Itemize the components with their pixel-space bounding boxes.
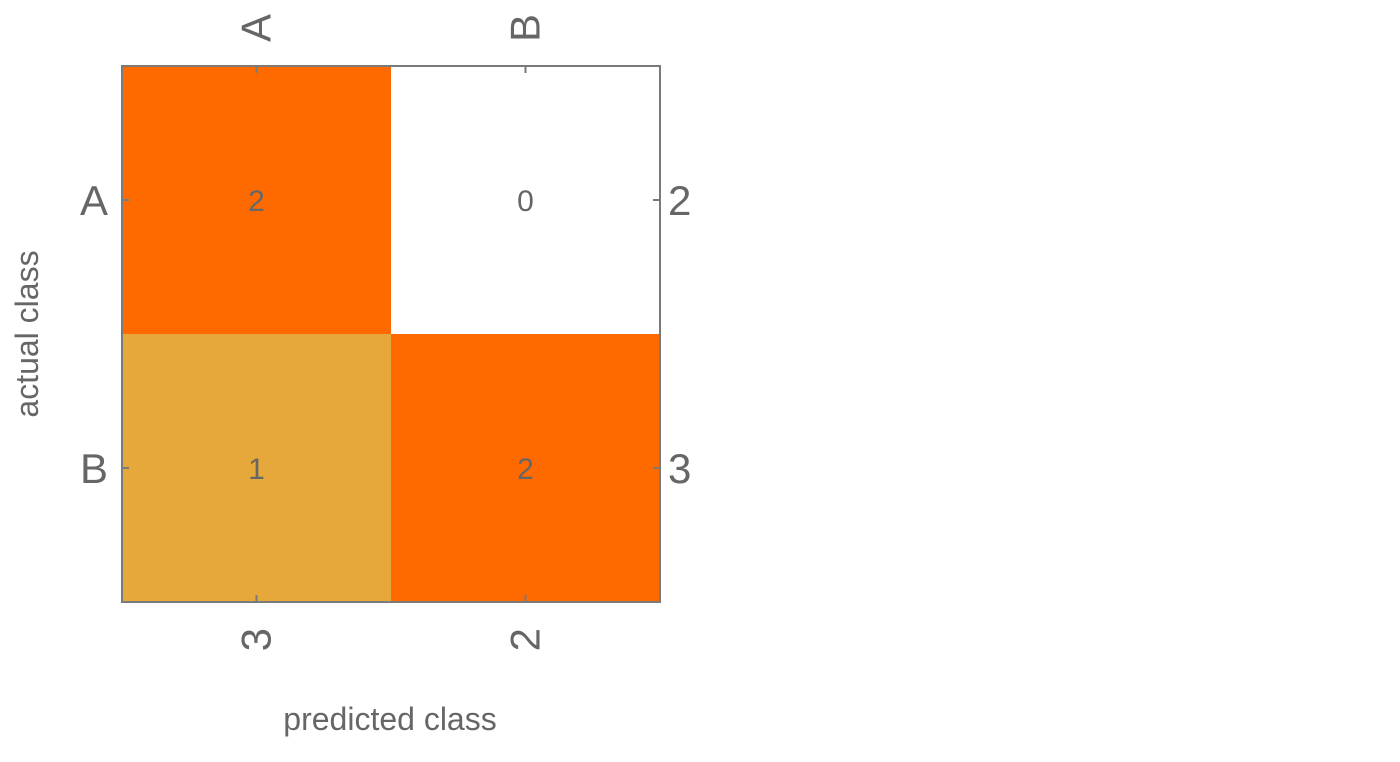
x-tick-label-top: A xyxy=(233,14,280,42)
cell-value-label: 2 xyxy=(517,453,534,486)
labels-layer: 2 0 1 2 A 3 B 2 A 2 B 3 xyxy=(80,14,691,651)
x-axis-title: predicted class xyxy=(283,701,496,737)
heatmap-cell-a-b xyxy=(391,66,660,334)
y-tick-label-left: A xyxy=(80,177,108,224)
x-tick-label-top: B xyxy=(502,14,549,42)
heatmap-cell-b-b xyxy=(391,334,660,602)
x-total-label-bottom: 3 xyxy=(233,628,280,651)
cell-value-label: 0 xyxy=(517,185,534,218)
cells-layer xyxy=(122,66,660,602)
heatmap-cell-a-a xyxy=(122,66,391,334)
x-total-label-bottom: 2 xyxy=(502,628,549,651)
y-axis-title: actual class xyxy=(9,250,45,417)
y-total-label-right: 3 xyxy=(668,445,691,492)
ticks-layer xyxy=(122,66,660,602)
y-tick-label-left: B xyxy=(80,445,108,492)
plot-frame xyxy=(121,65,661,603)
cell-value-label: 2 xyxy=(248,185,265,218)
cell-value-label: 1 xyxy=(248,453,265,486)
heatmap-cell-b-a xyxy=(122,334,391,602)
y-total-label-right: 2 xyxy=(668,177,691,224)
